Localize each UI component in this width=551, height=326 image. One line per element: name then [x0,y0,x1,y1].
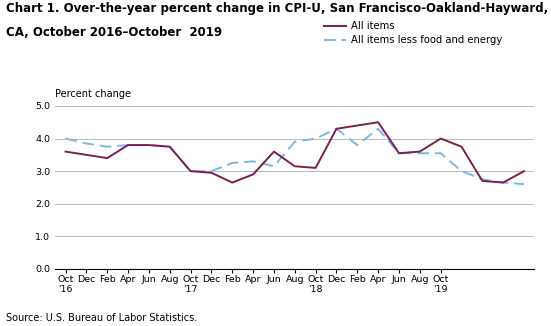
All items [271,150,277,154]
Text: Percent change: Percent change [55,89,131,99]
All items [479,179,485,183]
All items less food and energy [208,169,215,173]
All items [333,127,340,131]
All items [354,124,360,127]
All items [208,171,215,175]
All items less food and energy [479,177,485,181]
All items [250,172,256,176]
Line: All items less food and energy: All items less food and energy [66,129,524,184]
All items less food and energy [125,143,131,147]
Text: CA, October 2016–October  2019: CA, October 2016–October 2019 [6,26,222,39]
All items less food and energy [229,161,236,165]
All items [166,145,173,149]
All items less food and energy [333,127,340,131]
All items less food and energy [396,151,402,155]
All items [375,120,381,124]
Legend: All items, All items less food and energy: All items, All items less food and energ… [324,21,502,45]
All items less food and energy [458,169,465,173]
All items less food and energy [83,141,90,145]
All items less food and energy [291,140,298,144]
All items less food and energy [354,143,360,147]
All items less food and energy [145,143,152,147]
All items less food and energy [187,169,194,173]
All items less food and energy [104,145,111,149]
All items [83,153,90,157]
All items [125,143,131,147]
All items less food and energy [312,137,319,141]
All items [145,143,152,147]
All items [291,164,298,168]
All items less food and energy [271,164,277,168]
All items [62,150,69,154]
All items [500,181,506,185]
All items [104,156,111,160]
All items less food and energy [500,181,506,185]
All items [437,137,444,141]
All items [521,169,527,173]
All items [417,150,423,154]
All items [187,169,194,173]
Text: Source: U.S. Bureau of Labor Statistics.: Source: U.S. Bureau of Labor Statistics. [6,313,197,323]
All items [312,166,319,170]
Line: All items: All items [66,122,524,183]
Text: Chart 1. Over-the-year percent change in CPI-U, San Francisco-Oakland-Hayward,: Chart 1. Over-the-year percent change in… [6,2,548,15]
All items less food and energy [521,182,527,186]
All items [458,145,465,149]
All items less food and energy [437,151,444,155]
All items [396,151,402,155]
All items less food and energy [375,127,381,131]
All items less food and energy [62,137,69,141]
All items [229,181,236,185]
All items less food and energy [417,151,423,155]
All items less food and energy [250,159,256,163]
All items less food and energy [166,145,173,149]
